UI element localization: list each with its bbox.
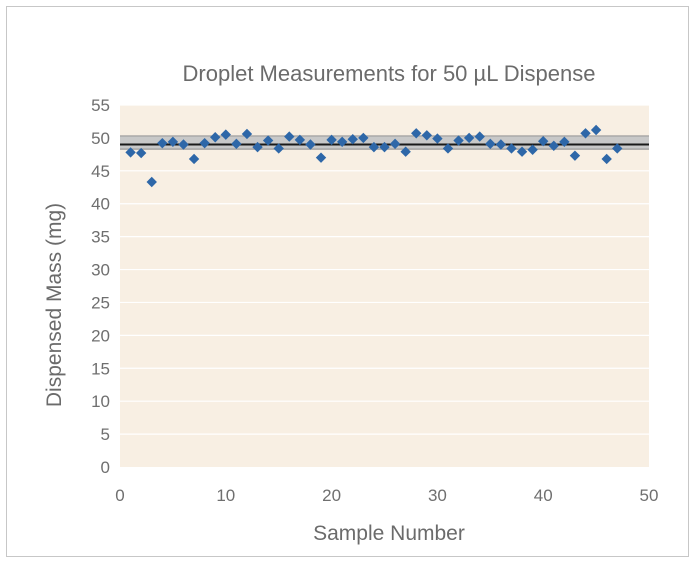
data-points — [125, 124, 623, 188]
data-point-17 — [294, 134, 306, 146]
data-point-13 — [252, 141, 263, 153]
y-tick-label-20: 20 — [91, 326, 110, 345]
data-point-40 — [538, 136, 549, 147]
y-tick-label-30: 30 — [91, 261, 110, 280]
y-tick-label-0: 0 — [101, 458, 110, 477]
plot-area — [120, 105, 649, 467]
data-point-33 — [463, 132, 475, 144]
data-point-34 — [474, 131, 485, 142]
data-point-37 — [506, 143, 517, 154]
y-tick-labels: 0 5 10 15 20 25 30 35 40 45 50 55 — [91, 96, 110, 477]
x-tick-label-40: 40 — [534, 486, 553, 505]
y-axis-title: Dispensed Mass (mg) — [43, 203, 66, 407]
data-point-14 — [262, 135, 274, 146]
x-axis-title: Sample Number — [313, 522, 465, 545]
data-point-38 — [516, 146, 528, 157]
data-point-12 — [241, 128, 253, 140]
data-point-9 — [210, 132, 221, 143]
data-point-26 — [389, 138, 401, 150]
y-tick-label-50: 50 — [91, 129, 110, 148]
y-tick-label-45: 45 — [91, 162, 110, 181]
data-point-16 — [284, 131, 295, 142]
y-tick-label-10: 10 — [91, 392, 110, 411]
y-tick-label-25: 25 — [91, 293, 110, 312]
x-tick-label-30: 30 — [428, 486, 447, 505]
y-tick-label-55: 55 — [91, 96, 110, 115]
y-tick-label-5: 5 — [101, 425, 110, 444]
scatter-chart: Droplet Measurements for 50 µL Dispense … — [43, 61, 658, 545]
data-point-21 — [336, 136, 348, 148]
data-point-5 — [167, 136, 179, 148]
data-point-18 — [305, 139, 316, 150]
data-point-4 — [157, 137, 168, 149]
data-point-24 — [368, 141, 380, 153]
data-point-27 — [400, 146, 411, 157]
data-point-7 — [188, 153, 200, 165]
data-point-15 — [273, 143, 284, 154]
y-tick-label-15: 15 — [91, 359, 110, 378]
x-tick-label-50: 50 — [640, 486, 659, 505]
chart-frame: Droplet Measurements for 50 µL Dispense … — [6, 6, 689, 557]
x-tick-label-20: 20 — [322, 486, 341, 505]
x-tick-label-0: 0 — [115, 486, 124, 505]
data-point-11 — [231, 138, 242, 150]
data-point-8 — [199, 137, 210, 149]
data-point-25 — [379, 141, 390, 153]
data-point-6 — [178, 139, 189, 150]
data-point-47 — [612, 143, 623, 154]
data-point-41 — [548, 140, 559, 152]
data-point-32 — [453, 135, 464, 146]
data-point-23 — [358, 132, 369, 144]
data-point-43 — [569, 150, 581, 161]
data-point-3 — [146, 176, 157, 188]
data-point-20 — [326, 134, 337, 146]
data-point-1 — [125, 147, 136, 158]
data-point-10 — [220, 129, 231, 140]
y-tick-label-40: 40 — [91, 195, 110, 214]
data-point-19 — [315, 152, 327, 163]
x-tick-labels: 0 10 20 30 40 50 — [115, 486, 658, 505]
data-point-45 — [590, 124, 602, 136]
data-point-35 — [485, 138, 496, 150]
data-point-46 — [601, 153, 612, 165]
data-point-29 — [421, 130, 433, 141]
x-tick-label-10: 10 — [216, 486, 235, 505]
data-point-22 — [347, 134, 358, 145]
data-point-30 — [432, 133, 443, 144]
chart-title: Droplet Measurements for 50 µL Dispense — [183, 61, 596, 86]
data-point-2 — [135, 147, 147, 159]
data-point-31 — [442, 143, 454, 154]
data-point-42 — [559, 136, 570, 148]
data-point-39 — [527, 144, 538, 155]
data-point-36 — [495, 139, 507, 150]
y-tick-label-35: 35 — [91, 228, 110, 247]
